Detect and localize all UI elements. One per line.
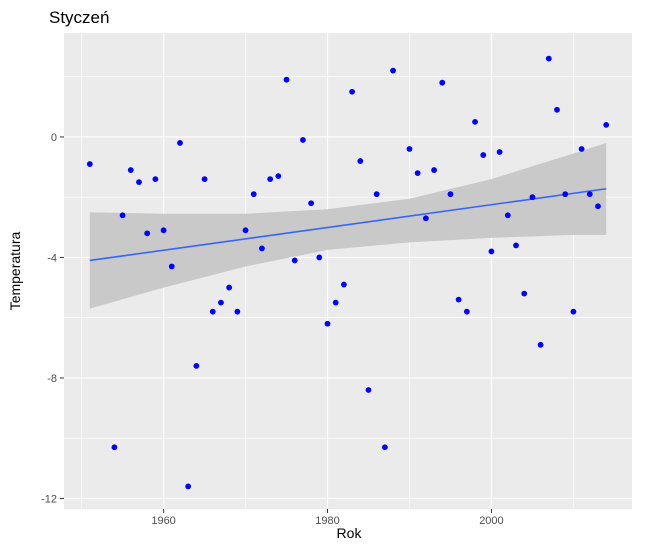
data-point bbox=[168, 263, 175, 270]
data-point bbox=[529, 194, 536, 201]
y-axis-title: Temperatura bbox=[7, 231, 23, 310]
data-point bbox=[275, 173, 282, 180]
data-point bbox=[201, 176, 208, 183]
trend-line bbox=[89, 187, 607, 262]
data-point bbox=[283, 76, 290, 83]
data-point bbox=[332, 299, 339, 306]
x-axis: 1960 1980 2000 bbox=[151, 509, 504, 527]
data-point bbox=[365, 387, 372, 393]
data-point bbox=[414, 170, 421, 176]
data-point bbox=[513, 242, 519, 249]
y-tick-label: -12 bbox=[41, 493, 57, 505]
y-tick-label: 0 bbox=[51, 132, 57, 144]
data-point bbox=[595, 203, 601, 210]
data-point bbox=[472, 118, 478, 125]
data-point bbox=[291, 257, 298, 264]
grid-major bbox=[64, 33, 632, 509]
data-point bbox=[152, 176, 159, 183]
data-point bbox=[381, 444, 388, 451]
data-point bbox=[496, 149, 503, 155]
chart-title: Styczeń bbox=[49, 8, 109, 27]
data-point bbox=[127, 167, 134, 173]
data-point bbox=[480, 152, 487, 158]
data-point bbox=[308, 200, 315, 207]
data-point bbox=[300, 137, 306, 143]
data-point bbox=[316, 254, 323, 261]
y-tick-label: -8 bbox=[47, 373, 57, 385]
data-point bbox=[447, 191, 454, 198]
data-point bbox=[554, 106, 560, 113]
data-point bbox=[603, 121, 610, 128]
data-point bbox=[144, 230, 151, 237]
data-point bbox=[242, 227, 249, 234]
data-point bbox=[349, 88, 355, 95]
x-tick-label: 1980 bbox=[315, 515, 339, 527]
data-point bbox=[226, 284, 233, 291]
data-point bbox=[537, 341, 544, 348]
data-point bbox=[177, 140, 183, 146]
confidence-band bbox=[89, 142, 607, 309]
data-point bbox=[250, 191, 257, 198]
data-point bbox=[406, 146, 413, 152]
data-point bbox=[119, 212, 126, 219]
data-point bbox=[185, 483, 192, 490]
data-point bbox=[357, 158, 364, 164]
y-axis: 0 -4 -8 -12 bbox=[41, 132, 64, 505]
data-point bbox=[545, 55, 552, 62]
data-point bbox=[136, 179, 142, 186]
x-tick-label: 2000 bbox=[479, 515, 503, 527]
data-point bbox=[570, 308, 577, 315]
data-point bbox=[578, 146, 585, 152]
data-point bbox=[488, 248, 495, 255]
data-point bbox=[373, 191, 380, 198]
data-point bbox=[193, 362, 200, 369]
data-point bbox=[562, 191, 569, 198]
data-point bbox=[341, 281, 347, 288]
y-tick-label: -4 bbox=[47, 252, 57, 264]
x-axis-title: Rok bbox=[337, 525, 363, 541]
x-tick-label: 1960 bbox=[151, 515, 175, 527]
data-point bbox=[259, 245, 265, 252]
data-point bbox=[160, 227, 167, 234]
data-point bbox=[431, 167, 437, 173]
data-point bbox=[455, 296, 462, 303]
data-points bbox=[86, 55, 610, 490]
data-point bbox=[463, 308, 470, 315]
data-point bbox=[422, 215, 429, 222]
data-point bbox=[267, 176, 274, 183]
data-point bbox=[521, 290, 528, 297]
data-point bbox=[234, 308, 241, 315]
data-point bbox=[390, 67, 396, 74]
data-point bbox=[324, 320, 331, 327]
data-point bbox=[439, 79, 446, 86]
data-point bbox=[218, 299, 224, 306]
data-point bbox=[86, 161, 93, 167]
data-point bbox=[586, 191, 593, 198]
data-point bbox=[111, 444, 118, 451]
data-point bbox=[504, 212, 511, 219]
data-point bbox=[209, 308, 216, 315]
